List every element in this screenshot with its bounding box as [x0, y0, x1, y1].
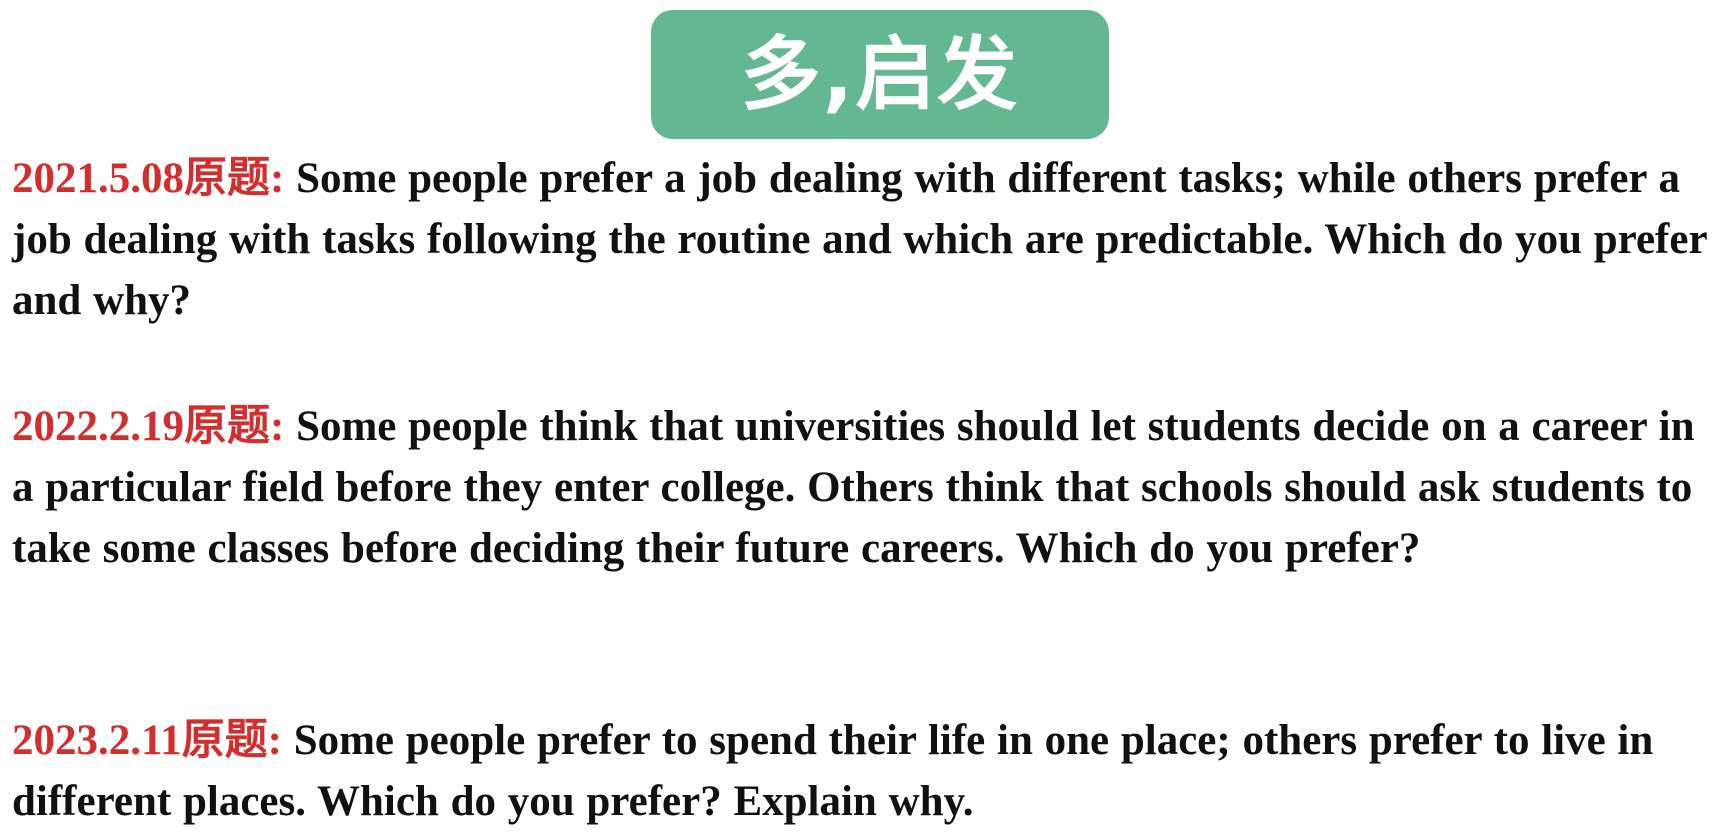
page-title: 多,启发: [740, 27, 1020, 121]
question-text: Some people prefer to spend their life i…: [12, 717, 1654, 825]
question-date-label: 2022.2.19原题:: [12, 403, 285, 450]
question-date-label: 2023.2.11原题:: [12, 717, 282, 764]
question-item: 2023.2.11原题: Some people prefer to spend…: [12, 710, 1722, 832]
question-date-label: 2021.5.08原题:: [12, 155, 285, 202]
title-badge: 多,启发: [651, 10, 1109, 139]
question-item: 2022.2.19原题: Some people think that univ…: [12, 396, 1722, 579]
question-text: Some people think that universities shou…: [12, 403, 1695, 572]
question-item: 2021.5.08原题: Some people prefer a job de…: [12, 148, 1722, 331]
question-text: Some people prefer a job dealing with di…: [12, 155, 1707, 324]
